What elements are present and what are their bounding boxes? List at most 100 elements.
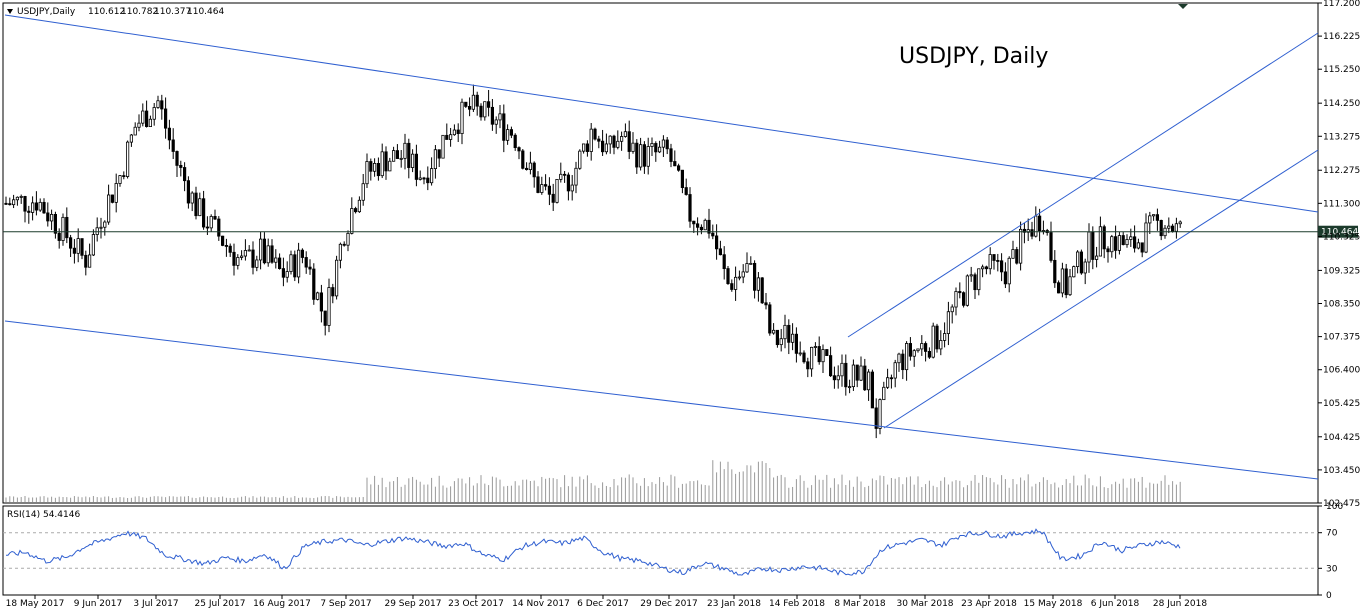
candle-body — [137, 122, 141, 128]
candle-body — [15, 196, 20, 201]
candle-body — [996, 260, 1000, 262]
candle-body — [924, 343, 928, 352]
candle-body — [179, 164, 183, 168]
candle-body — [323, 310, 327, 326]
candle-body — [832, 375, 837, 381]
candle-body — [220, 235, 225, 246]
candle-body — [935, 325, 939, 350]
candle-body — [126, 141, 130, 177]
candle-body — [1098, 226, 1102, 257]
candle-body — [737, 276, 742, 279]
candle-body — [1121, 235, 1125, 246]
candle-body — [1155, 214, 1159, 221]
candle-body — [129, 134, 133, 143]
candle-body — [505, 129, 510, 141]
candle-body — [217, 218, 221, 237]
low-value: 110.377 — [154, 7, 191, 17]
candle-body — [372, 163, 377, 172]
candle-body — [1087, 231, 1091, 263]
candle-body — [901, 353, 905, 371]
candle-body — [844, 362, 848, 388]
candle-body — [88, 254, 92, 268]
rsi-indicator — [3, 528, 1318, 576]
candle-body — [627, 131, 631, 152]
candle-body — [528, 162, 533, 171]
candle-body — [984, 266, 989, 270]
candle-body — [141, 110, 145, 124]
candle-body — [4, 202, 8, 205]
candle-body — [870, 371, 875, 409]
candle-body — [209, 216, 213, 229]
candle-body — [536, 176, 540, 193]
candle-body — [874, 407, 878, 429]
candle-body — [148, 118, 152, 127]
candle-body — [118, 175, 122, 184]
candle-body — [699, 226, 704, 231]
candle-body — [806, 361, 810, 370]
candle-body — [1125, 239, 1129, 246]
candle-body — [616, 140, 620, 148]
candle-body — [734, 276, 738, 290]
candle-body — [1000, 260, 1004, 273]
x-tick-label: 6 Jun 2018 — [1091, 599, 1140, 609]
candle-body — [1015, 249, 1019, 264]
y-tick-label: 112.275 — [1323, 166, 1360, 176]
candle-body — [270, 245, 274, 263]
candle-body — [821, 349, 825, 363]
candle-body — [422, 177, 426, 180]
shift-marker-icon[interactable] — [1178, 4, 1188, 9]
candle-body — [239, 255, 244, 258]
y-tick-label: 108.350 — [1323, 300, 1360, 310]
x-tick-label: 28 Jun 2018 — [1153, 599, 1207, 609]
menu-triangle-icon[interactable] — [7, 9, 13, 14]
candle-body — [623, 131, 628, 137]
x-tick-label: 9 Jun 2017 — [74, 599, 122, 609]
candle-body — [471, 94, 476, 110]
candle-body — [23, 196, 27, 212]
candle-body — [684, 187, 688, 195]
candle-body — [513, 134, 517, 149]
candle-body — [1174, 223, 1178, 232]
x-tick-label: 14 Nov 2017 — [512, 599, 570, 609]
y-tick-label: 104.425 — [1323, 433, 1360, 443]
candle-body — [103, 221, 107, 228]
candle-body — [1171, 225, 1175, 232]
candle-body — [829, 355, 833, 377]
trendlines[interactable]: 110.464 — [3, 14, 1358, 480]
candle-body — [654, 143, 658, 153]
candle-body — [589, 128, 593, 152]
candle-body — [1178, 221, 1182, 225]
candle-body — [1114, 236, 1118, 251]
rsi-tick-label: 70 — [1326, 529, 1338, 539]
candle-body — [1053, 259, 1057, 284]
x-tick-label: 23 Jan 2018 — [707, 599, 761, 609]
candle-body — [851, 364, 856, 388]
uptrend-upper-line — [847, 32, 1319, 338]
candle-body — [266, 245, 270, 264]
candle-body — [1011, 249, 1015, 259]
candle-body — [1022, 228, 1027, 233]
candle-body — [642, 144, 647, 167]
high-value: 110.782 — [121, 7, 158, 17]
candle-body — [365, 161, 369, 185]
x-tick-label: 23 Oct 2017 — [448, 599, 504, 609]
candle-body — [479, 105, 483, 118]
candle-body — [916, 348, 920, 352]
candle-body — [703, 219, 707, 231]
candle-body — [1110, 236, 1114, 253]
candle-body — [34, 202, 39, 211]
candle-body — [277, 257, 282, 270]
candle-body — [908, 343, 913, 357]
candle-body — [867, 371, 871, 391]
candle-body — [547, 185, 552, 195]
axes: 117.200 116.225 115.250 114.250 113.275 112.2… — [6, 0, 1361, 609]
candle-body — [601, 140, 605, 153]
candle-body — [1030, 229, 1034, 237]
y-tick-label: 115.250 — [1323, 65, 1360, 75]
candle-body — [715, 235, 719, 250]
candle-body — [391, 150, 396, 162]
candle-body — [544, 184, 548, 187]
candle-body — [787, 324, 791, 343]
candle-body — [213, 216, 217, 220]
